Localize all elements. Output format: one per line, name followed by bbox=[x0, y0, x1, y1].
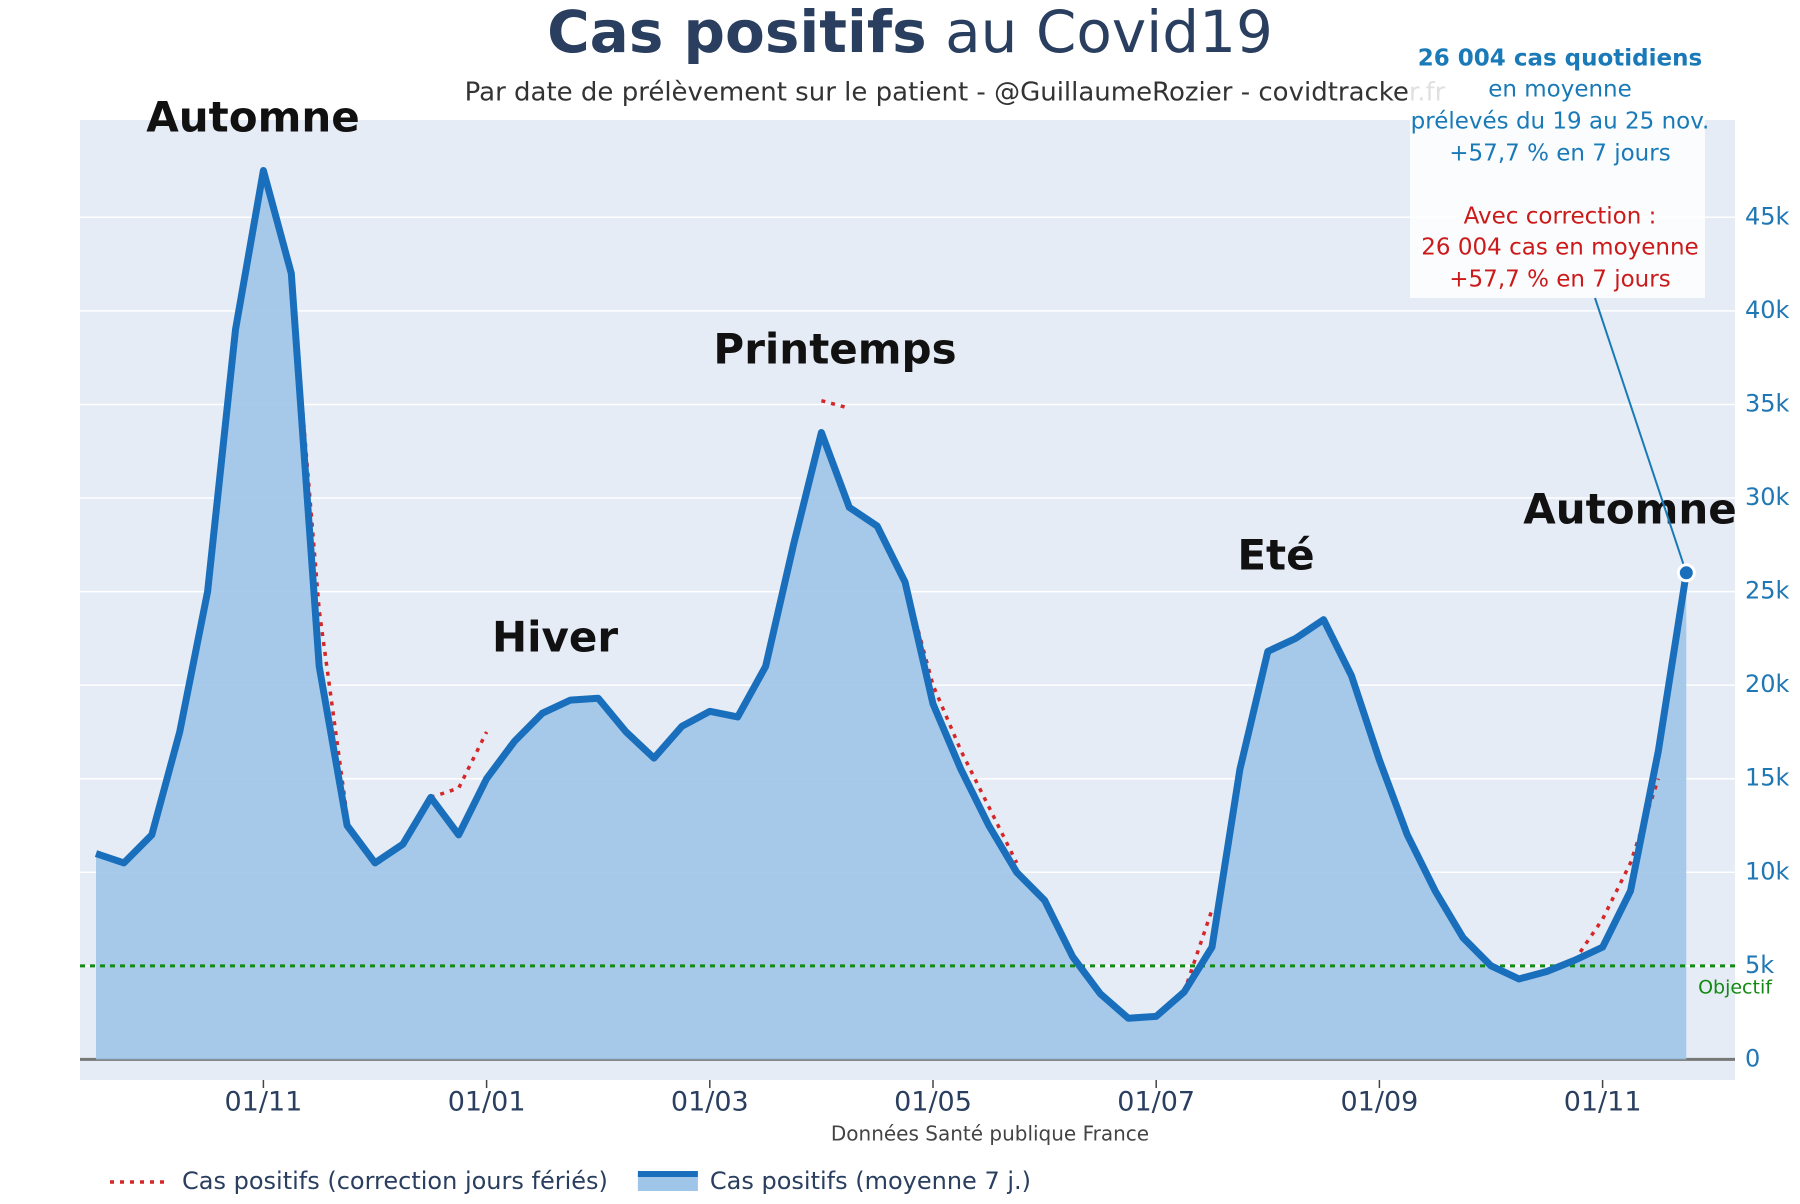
annotation-arrow bbox=[1594, 297, 1688, 574]
chart-subtitle: Par date de prélèvement sur le patient -… bbox=[465, 78, 1446, 108]
y-tick-label: 10k bbox=[1745, 857, 1790, 885]
average-area bbox=[96, 170, 1687, 1060]
average-line bbox=[94, 167, 1690, 1022]
y-tick-label: 45k bbox=[1745, 202, 1790, 230]
x-tick-label: 01/05 bbox=[894, 1087, 972, 1118]
y-tick-label: 35k bbox=[1745, 389, 1790, 417]
x-tick-label: 01/09 bbox=[1340, 1087, 1418, 1118]
season-label: Automne bbox=[1523, 485, 1737, 534]
title-rest: au Covid19 bbox=[945, 0, 1273, 66]
y-tick-label: 0 bbox=[1745, 1044, 1760, 1072]
annotation-correction-line: 26 004 cas en moyenne bbox=[1421, 235, 1698, 261]
objective-label: Objectif bbox=[1698, 976, 1773, 998]
y-tick-label: 5k bbox=[1745, 951, 1774, 979]
chart-title: Cas positifs au Covid19 bbox=[547, 0, 1273, 66]
annotation-line: +57,7 % en 7 jours bbox=[1449, 141, 1670, 167]
title-bold: Cas positifs bbox=[547, 0, 927, 66]
season-label: Automne bbox=[146, 93, 360, 142]
annotation-correction-line: Avec correction : bbox=[1464, 204, 1657, 230]
x-tick-label: 01/01 bbox=[448, 1087, 526, 1118]
y-tick-label: 15k bbox=[1745, 764, 1790, 792]
season-label: Printemps bbox=[713, 325, 956, 374]
correction-line bbox=[1182, 909, 1214, 993]
annotation-box bbox=[1410, 40, 1705, 298]
annotation-line: 26 004 cas quotidiens bbox=[1418, 46, 1702, 72]
x-tick-label: 01/07 bbox=[1117, 1087, 1195, 1118]
y-tick-label: 25k bbox=[1745, 577, 1790, 605]
annotation-line: prélevés du 19 au 25 nov. bbox=[1411, 109, 1710, 135]
x-tick-label: 01/11 bbox=[1564, 1087, 1642, 1118]
annotation-line: en moyenne bbox=[1488, 77, 1632, 103]
season-label: Eté bbox=[1237, 531, 1314, 580]
season-label: Hiver bbox=[492, 613, 618, 662]
y-tick-label: 40k bbox=[1745, 296, 1790, 324]
x-tick-label: 01/03 bbox=[671, 1087, 749, 1118]
y-tick-label: 30k bbox=[1745, 483, 1790, 511]
legend-label: Cas positifs (moyenne 7 j.) bbox=[710, 1167, 1031, 1195]
legend-label: Cas positifs (correction jours fériés) bbox=[182, 1167, 608, 1195]
correction-line bbox=[430, 731, 489, 800]
last-point bbox=[1676, 563, 1696, 583]
correction-line bbox=[1573, 778, 1661, 962]
annotation-correction-line: +57,7 % en 7 jours bbox=[1449, 267, 1670, 293]
x-axis-title: Données Santé publique France bbox=[831, 1122, 1149, 1146]
y-tick-label: 20k bbox=[1745, 670, 1790, 698]
legend-swatch bbox=[637, 1173, 698, 1191]
x-tick-label: 01/11 bbox=[224, 1087, 302, 1118]
